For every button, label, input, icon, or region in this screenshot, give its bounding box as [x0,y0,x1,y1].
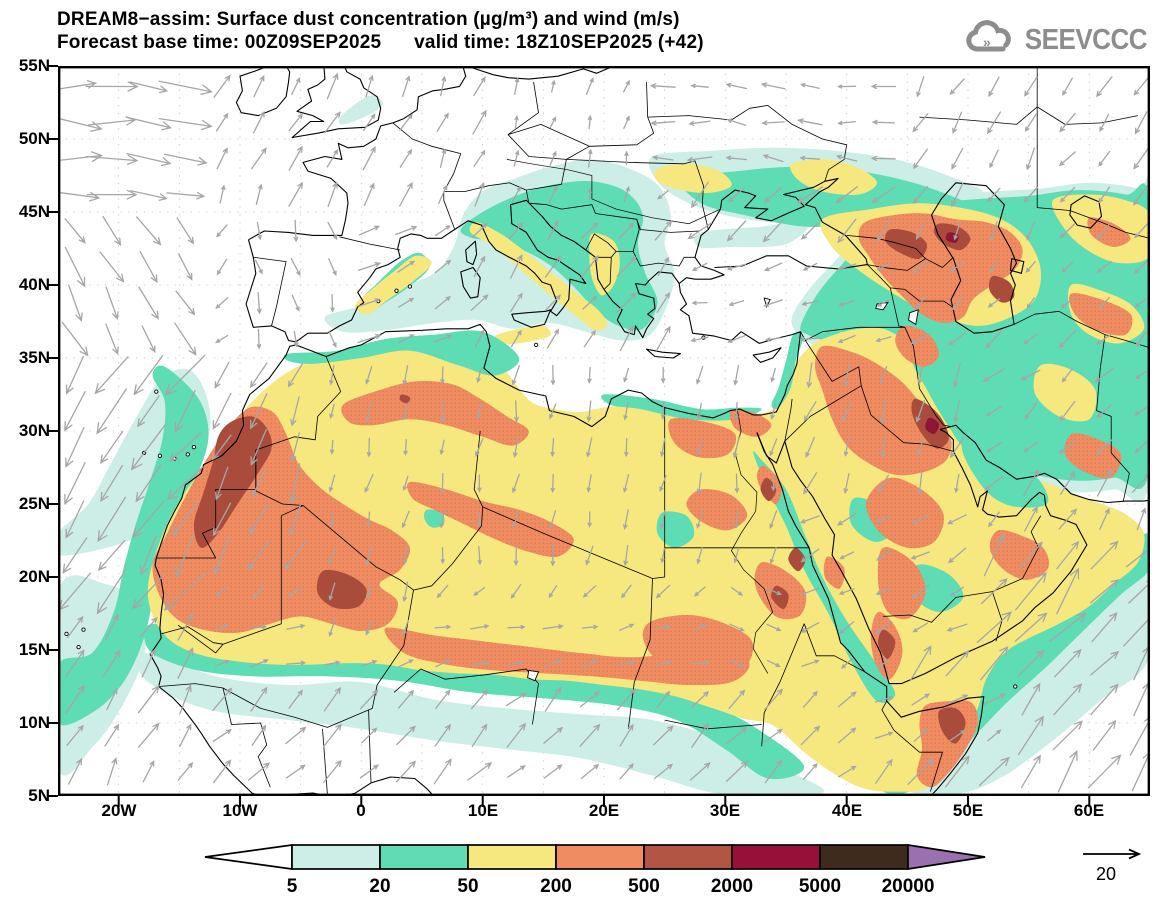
coastlines-layer [149,66,1150,796]
dust-region-orange-ne-corner-spot [1087,217,1131,248]
colorbar-segment [467,844,557,870]
dust-region-brick-karabogaz-south [989,275,1015,303]
dust-region-orange-hejaz-spot [823,556,845,589]
dust-region-teal-balkans-plume [460,180,658,331]
dust-region-orange-north-algeria-arc [341,381,529,446]
dust-region-teal-atlantic-crescent [58,365,209,726]
chart-subtitle: Forecast base time: 00Z09SEP2025 valid t… [57,32,704,53]
title-block: DREAM8−assim: Surface dust concentration… [57,8,704,54]
dust-region-orange-central-sahara [407,481,574,558]
colorbar-labels: 5 20 50 200 500 2000 5000 20000 [287,876,935,897]
lat-tick-label: 50N [18,129,50,148]
cloud-logo-icon: » [966,20,1011,52]
lon-tick-label: 0 [356,801,366,820]
colorbar-level-label: 5000 [799,876,841,897]
colorbar-level-label: 200 [540,876,572,897]
dust-region-orange-sinai-coast [729,409,772,437]
colorbar-segment [555,844,645,870]
dust-region-brick-n-algeria-dot [399,394,411,404]
dust-region-teal-persian-gulf [961,430,1049,508]
wind-reference: 20 [1083,848,1142,884]
dust-region-orange-azerbaijan-coast [944,287,965,317]
lat-tick-label: 10N [18,713,50,732]
dust-region-brick-sudan-coast-2 [788,547,806,572]
dust-region-pale-black-sea-west [694,220,811,249]
lon-tick-label: 30E [709,801,741,820]
dust-region-brick-redsea-egypt-dot [760,477,777,502]
wind-arrows-layer [58,72,1150,793]
lon-tick-label: 10W [222,801,258,820]
dust-region-teal-egypt-south-spot [656,511,695,548]
dust-region-orange-egypt-nw [668,417,737,459]
rivers-layer [506,159,774,674]
lat-tick-label: 30N [18,421,50,440]
dust-region-brick-morocco-wsahara [193,416,272,548]
wind-reference-arrow-icon [1083,848,1142,860]
lat-tick-label: 55N [18,56,50,75]
dust-region-orange-egypt-central [686,489,748,531]
map-frame [58,66,1150,796]
lat-tick-label: 25N [18,494,50,513]
dust-region-yellow-ukraine-west [654,163,732,194]
cloud-chevrons: » [983,34,991,50]
lat-tick-label: 15N [18,640,50,659]
colorbar-segment [643,844,733,870]
dust-region-yellow-sicily-channel [493,325,551,345]
dust-region-orange-sudan-central [642,614,754,677]
lon-tick-label: 20W [101,801,137,820]
dust-wind-map [58,66,1150,796]
dust-region-teal-hoggar-spot [424,509,445,528]
dust-region-teal-levant-strip [771,332,804,409]
dust-region-yellow-don-region [790,159,877,195]
colorbar-level-label: 50 [457,876,478,897]
dust-region-orange-central-saudi [866,477,944,549]
colorbar-segment [731,844,821,870]
dust-region-orange-turkmen-ne-iran [1069,293,1133,336]
dust-region-brick-yemen-dot [878,629,896,659]
colorbar-level-label: 2000 [711,876,753,897]
colorbar-level-label: 5 [287,876,298,897]
dust-region-orange-oman-interior [989,529,1050,580]
lat-tick-label: 5N [28,786,50,805]
colorbar-level-label: 20 [369,876,390,897]
lon-tick-label: 20E [588,801,620,820]
lon-tick-label: 60E [1073,801,1105,820]
dust-region-teal-algeria-coast-strip [283,330,520,376]
dust-region-orange-saudi-yemen-border [877,547,926,620]
lat-tick-label: 45N [18,202,50,221]
dust-region-maroon-kuwait-core [925,417,940,435]
colorbar [204,844,986,870]
chart-title: DREAM8−assim: Surface dust concentration… [57,9,680,30]
wind-reference-value: 20 [1096,864,1116,884]
lat-tick-label: 40N [18,275,50,294]
dust-region-teal-saudi-spot-e [910,564,964,613]
logo-text: SEEVCCC [1024,21,1148,56]
dust-region-yellow-italy-streak [469,222,608,331]
dust-region-orange-niger-chad-band [384,627,750,686]
lat-tick-label: 35N [18,348,50,367]
lon-tick-label: 40E [831,801,863,820]
dust-region-teal-red-sea-axis [753,451,896,703]
dust-region-orange-nw-iran [895,325,939,367]
dust-region-pale-sahel-south [138,652,825,796]
lon-tick-label: 10E [467,801,499,820]
dust-region-yellow-spain-lion [355,255,432,315]
dust-region-yellow-east-iran [1033,363,1097,422]
colorbar-segment [291,844,381,870]
colorbar-level-label: 20000 [882,876,935,897]
dust-region-pale-england-patch [338,95,384,125]
colorbar-segment [379,844,469,870]
seevccc-logo: » SEEVCCC [963,20,1148,58]
colorbar-level-label: 500 [628,876,660,897]
colorbar-segment [819,844,909,870]
islands-layer [64,284,1018,689]
lat-tick-label: 20N [18,567,50,586]
lon-tick-label: 50E [952,801,984,820]
dust-region-yellow-albania [589,233,620,296]
